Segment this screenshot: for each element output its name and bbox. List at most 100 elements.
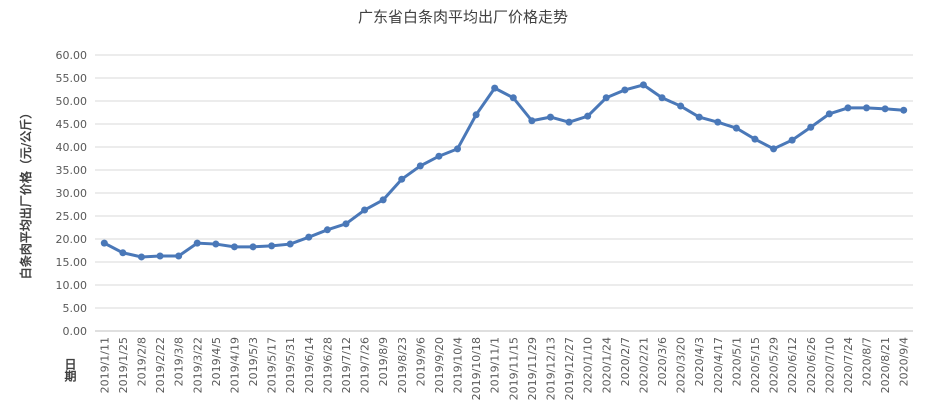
data-point xyxy=(212,240,220,248)
x-tick-label: 2020/8/7 xyxy=(861,337,874,386)
data-point xyxy=(230,243,238,251)
data-point xyxy=(807,123,815,131)
y-tick-label: 5.00 xyxy=(63,302,88,315)
y-tick-label: 45.00 xyxy=(56,118,88,131)
y-tick-label: 15.00 xyxy=(56,256,88,269)
data-point xyxy=(100,239,108,247)
x-tick-label: 2019/5/17 xyxy=(266,337,279,393)
data-point xyxy=(825,110,833,118)
data-point xyxy=(751,135,759,143)
x-tick-label: 2020/6/26 xyxy=(805,337,818,393)
data-point xyxy=(268,242,276,250)
x-tick-label: 2020/5/15 xyxy=(749,337,762,393)
data-point xyxy=(602,94,610,102)
data-point xyxy=(361,206,369,214)
data-point xyxy=(565,118,573,126)
x-tick-label: 2019/9/6 xyxy=(414,337,427,386)
data-point xyxy=(454,145,462,153)
x-tick-label: 2019/2/22 xyxy=(154,337,167,393)
data-point xyxy=(695,113,703,121)
x-tick-label: 2019/2/8 xyxy=(135,337,148,386)
x-tick-label: 2019/8/9 xyxy=(377,337,390,386)
data-point xyxy=(639,81,647,89)
y-tick-label: 50.00 xyxy=(56,95,88,108)
x-tick-label: 2019/7/12 xyxy=(340,337,353,393)
x-tick-label: 2019/9/20 xyxy=(433,337,446,393)
data-point xyxy=(156,252,164,260)
x-tick-label: 2020/5/29 xyxy=(768,337,781,393)
x-tick-label: 2020/5/1 xyxy=(730,337,743,386)
x-tick-label: 2020/6/12 xyxy=(786,337,799,393)
data-point xyxy=(714,118,722,126)
data-point xyxy=(491,84,499,92)
y-tick-label: 35.00 xyxy=(56,164,88,177)
x-tick-label: 2019/12/27 xyxy=(563,337,576,400)
x-tick-label: 2020/3/6 xyxy=(656,337,669,386)
data-point xyxy=(677,102,685,110)
y-axis-label: 白条肉平均出厂价格（元/公斤） xyxy=(18,107,33,279)
x-tick-label: 2020/2/21 xyxy=(637,337,650,393)
data-point xyxy=(119,249,127,257)
x-tick-label: 2019/5/3 xyxy=(247,337,260,386)
data-point xyxy=(137,253,145,261)
x-tick-label: 2020/4/17 xyxy=(712,337,725,393)
x-tick-label: 2019/4/19 xyxy=(228,337,241,393)
x-tick-label: 2019/11/29 xyxy=(526,337,539,400)
data-point xyxy=(193,239,201,247)
x-tick-label: 2019/1/11 xyxy=(98,337,111,393)
data-point xyxy=(788,136,796,144)
x-tick-label: 2019/5/31 xyxy=(284,337,297,393)
x-tick-label: 2020/4/3 xyxy=(693,337,706,386)
y-tick-label: 20.00 xyxy=(56,233,88,246)
data-point xyxy=(398,175,406,183)
data-point xyxy=(342,220,350,228)
y-tick-label: 60.00 xyxy=(56,49,88,62)
x-axis-label: 日期 xyxy=(63,358,77,383)
data-point xyxy=(844,104,852,112)
data-point xyxy=(732,124,740,132)
data-point xyxy=(621,86,629,94)
x-tick-label: 2019/4/5 xyxy=(210,337,223,386)
data-point xyxy=(546,113,554,121)
y-tick-label: 55.00 xyxy=(56,72,88,85)
data-point xyxy=(472,111,480,119)
x-tick-label: 2019/1/25 xyxy=(117,337,130,393)
x-tick-label: 2020/9/4 xyxy=(898,337,911,386)
data-point xyxy=(770,145,778,153)
data-point xyxy=(881,105,889,113)
x-tick-label: 2020/7/10 xyxy=(823,337,836,393)
y-tick-label: 25.00 xyxy=(56,210,88,223)
y-tick-label: 40.00 xyxy=(56,141,88,154)
x-tick-label: 2019/8/23 xyxy=(396,337,409,393)
x-tick-label: 2019/10/4 xyxy=(452,337,465,393)
y-tick-label: 0.00 xyxy=(63,325,88,338)
x-tick-label: 2020/2/7 xyxy=(619,337,632,386)
x-tick-label: 2020/7/24 xyxy=(842,337,855,393)
chart-title: 广东省白条肉平均出厂价格走势 xyxy=(358,8,568,26)
data-point xyxy=(509,94,517,102)
x-tick-label: 2019/7/26 xyxy=(359,337,372,393)
data-point xyxy=(249,243,257,251)
x-tick-label: 2020/3/20 xyxy=(675,337,688,393)
x-tick-label: 2019/3/22 xyxy=(191,337,204,393)
data-point xyxy=(323,226,331,234)
x-tick-label: 2019/12/13 xyxy=(544,337,557,400)
x-tick-label: 2019/10/18 xyxy=(470,337,483,400)
x-tick-label: 2019/11/15 xyxy=(507,337,520,400)
y-tick-label: 10.00 xyxy=(56,279,88,292)
x-tick-label: 2019/6/14 xyxy=(303,337,316,393)
data-point xyxy=(863,104,871,112)
y-tick-label: 30.00 xyxy=(56,187,88,200)
x-tick-label: 2019/11/1 xyxy=(489,337,502,393)
data-point xyxy=(416,162,424,170)
data-point xyxy=(900,106,908,114)
x-tick-label: 2019/6/28 xyxy=(321,337,334,393)
x-tick-label: 2020/1/10 xyxy=(582,337,595,393)
data-point xyxy=(379,196,387,204)
data-point xyxy=(528,117,536,125)
data-point xyxy=(658,94,666,102)
x-tick-label: 2020/1/24 xyxy=(600,337,613,393)
data-point xyxy=(584,112,592,120)
data-point xyxy=(435,152,443,160)
